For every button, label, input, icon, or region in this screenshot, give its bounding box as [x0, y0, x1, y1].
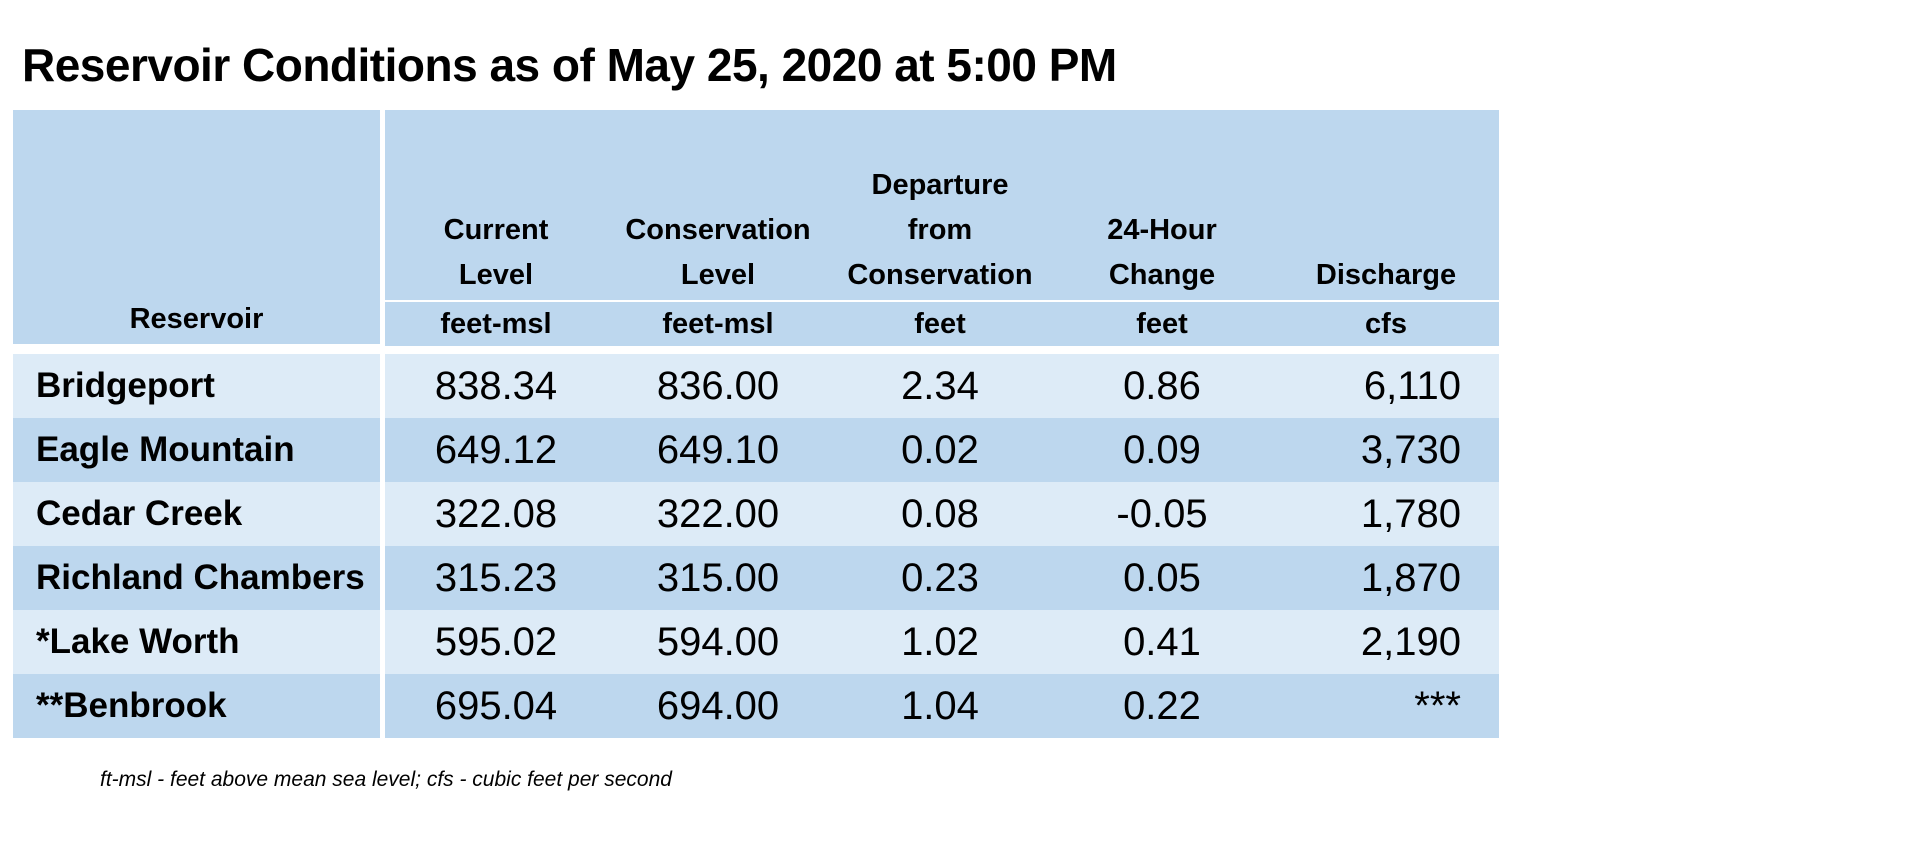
table-row: Eagle Mountain 649.12 649.10 0.02 0.09 3…: [13, 418, 1499, 482]
cell-conservation-level: 649.10: [607, 418, 829, 482]
table-row: Cedar Creek 322.08 322.00 0.08 -0.05 1,7…: [13, 482, 1499, 546]
header-line: [1279, 163, 1493, 208]
cell-discharge: 3,730: [1273, 418, 1499, 482]
table-row: Bridgeport 838.34 836.00 2.34 0.86 6,110: [13, 354, 1499, 418]
cell-current-level: 595.02: [385, 610, 607, 674]
reservoir-table: Reservoir Current Level Conservation Lev…: [13, 110, 1499, 738]
column-header-current-level: Current Level: [385, 110, 607, 302]
header-line: 24-Hour: [1107, 214, 1217, 246]
reservoir-table-container: Reservoir Current Level Conservation Lev…: [13, 110, 1499, 738]
spacer-cell: [13, 346, 1499, 354]
column-header-label: Reservoir: [129, 303, 264, 335]
cell-24-hour-change: 0.86: [1051, 354, 1273, 418]
cell-reservoir-name: Richland Chambers: [13, 546, 385, 610]
cell-departure: 0.08: [829, 482, 1051, 546]
cell-24-hour-change: 0.22: [1051, 674, 1273, 738]
unit-departure: feet: [829, 302, 1051, 346]
cell-departure: 1.02: [829, 610, 1051, 674]
cell-24-hour-change: 0.05: [1051, 546, 1273, 610]
header-line: Departure: [871, 169, 1009, 201]
page-title: Reservoir Conditions as of May 25, 2020 …: [22, 39, 1117, 91]
unit-current-level: feet-msl: [385, 302, 607, 346]
column-header-conservation-level: Conservation Level: [607, 110, 829, 302]
unit-24-hour-change: feet: [1051, 302, 1273, 346]
column-header-discharge: Discharge: [1273, 110, 1499, 302]
cell-24-hour-change: 0.09: [1051, 418, 1273, 482]
cell-current-level: 695.04: [385, 674, 607, 738]
table-unit-row: feet-msl feet-msl feet feet cfs: [13, 302, 1499, 346]
header-line: Discharge: [1315, 259, 1457, 291]
cell-current-level: 838.34: [385, 354, 607, 418]
table-row: **Benbrook 695.04 694.00 1.04 0.22 ***: [13, 674, 1499, 738]
cell-reservoir-name: Eagle Mountain: [13, 418, 385, 482]
header-line: Level: [458, 259, 534, 291]
cell-current-level: 649.12: [385, 418, 607, 482]
header-line: Conservation: [625, 214, 811, 246]
header-line: Conservation: [847, 259, 1033, 291]
cell-conservation-level: 594.00: [607, 610, 829, 674]
header-line: [1057, 163, 1267, 208]
header-line: [391, 163, 601, 208]
header-spacer: [13, 346, 1499, 354]
cell-24-hour-change: 0.41: [1051, 610, 1273, 674]
cell-discharge: 1,870: [1273, 546, 1499, 610]
table-row: Richland Chambers 315.23 315.00 0.23 0.0…: [13, 546, 1499, 610]
header-line: Level: [680, 259, 756, 291]
cell-departure: 0.23: [829, 546, 1051, 610]
unit-conservation-level: feet-msl: [607, 302, 829, 346]
table-row: *Lake Worth 595.02 594.00 1.02 0.41 2,19…: [13, 610, 1499, 674]
header-line: from: [907, 214, 973, 246]
cell-discharge: 1,780: [1273, 482, 1499, 546]
header-line: [1279, 208, 1493, 253]
cell-reservoir-name: *Lake Worth: [13, 610, 385, 674]
cell-conservation-level: 315.00: [607, 546, 829, 610]
cell-discharge: 2,190: [1273, 610, 1499, 674]
cell-reservoir-name: **Benbrook: [13, 674, 385, 738]
cell-current-level: 315.23: [385, 546, 607, 610]
cell-reservoir-name: Bridgeport: [13, 354, 385, 418]
cell-conservation-level: 694.00: [607, 674, 829, 738]
cell-departure: 0.02: [829, 418, 1051, 482]
cell-conservation-level: 322.00: [607, 482, 829, 546]
unit-discharge: cfs: [1273, 302, 1499, 346]
cell-current-level: 322.08: [385, 482, 607, 546]
cell-departure: 2.34: [829, 354, 1051, 418]
header-line: [613, 163, 823, 208]
cell-discharge: 6,110: [1273, 354, 1499, 418]
column-header-reservoir: Reservoir: [13, 110, 385, 346]
cell-discharge: ***: [1273, 674, 1499, 738]
footnote: ft-msl - feet above mean sea level; cfs …: [100, 768, 672, 791]
column-header-departure: Departure from Conservation: [829, 110, 1051, 302]
cell-departure: 1.04: [829, 674, 1051, 738]
header-line: Change: [1108, 259, 1216, 291]
column-header-24-hour-change: 24-Hour Change: [1051, 110, 1273, 302]
table-header-row: Reservoir Current Level Conservation Lev…: [13, 110, 1499, 346]
cell-reservoir-name: Cedar Creek: [13, 482, 385, 546]
cell-conservation-level: 836.00: [607, 354, 829, 418]
cell-24-hour-change: -0.05: [1051, 482, 1273, 546]
header-line: Current: [443, 214, 549, 246]
